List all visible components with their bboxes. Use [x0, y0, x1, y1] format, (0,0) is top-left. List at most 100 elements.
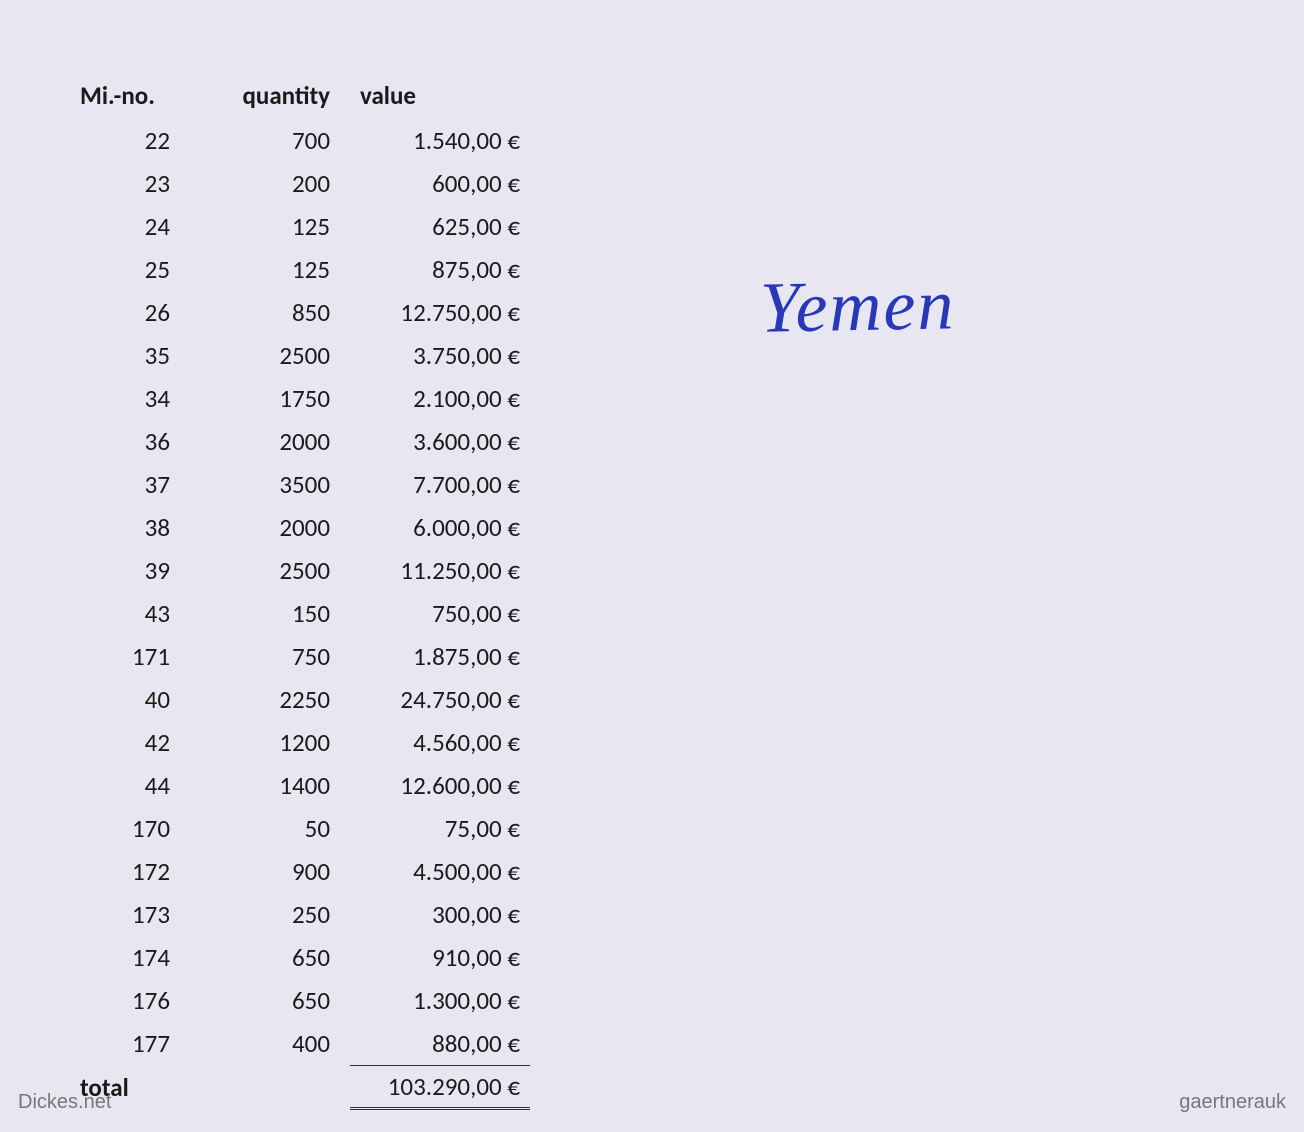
cell-quantity: 50: [230, 807, 350, 850]
table-row: 3417502.100,00 €: [80, 377, 530, 420]
cell-quantity: 650: [230, 979, 350, 1022]
cell-quantity: 2000: [230, 506, 350, 549]
cell-value: 2.100,00 €: [350, 377, 530, 420]
cell-quantity: 3500: [230, 463, 350, 506]
table-header-row: Mi.-no. quantity value: [80, 80, 530, 119]
table-row: 173250300,00 €: [80, 893, 530, 936]
header-mi: Mi.-no.: [80, 80, 230, 119]
cell-value: 910,00 €: [350, 936, 530, 979]
watermark-right: gaertnerauk: [1179, 1091, 1286, 1114]
cell-value: 875,00 €: [350, 248, 530, 291]
table-row: 227001.540,00 €: [80, 119, 530, 162]
table-row: 3735007.700,00 €: [80, 463, 530, 506]
document-page: Mi.-no. quantity value 227001.540,00 €23…: [0, 0, 1304, 1110]
cell-quantity: 1200: [230, 721, 350, 764]
cell-value: 11.250,00 €: [350, 549, 530, 592]
cell-value: 75,00 €: [350, 807, 530, 850]
table-row: 2685012.750,00 €: [80, 291, 530, 334]
table-row: 1729004.500,00 €: [80, 850, 530, 893]
cell-mi: 24: [80, 205, 230, 248]
cell-mi: 38: [80, 506, 230, 549]
table-row: 1766501.300,00 €: [80, 979, 530, 1022]
cell-quantity: 250: [230, 893, 350, 936]
cell-quantity: 150: [230, 592, 350, 635]
cell-mi: 44: [80, 764, 230, 807]
cell-mi: 36: [80, 420, 230, 463]
table-row: 1717501.875,00 €: [80, 635, 530, 678]
cell-value: 750,00 €: [350, 592, 530, 635]
total-value: 103.290,00 €: [350, 1066, 530, 1109]
watermark-left: Dickes.net: [18, 1091, 111, 1114]
cell-quantity: 2000: [230, 420, 350, 463]
table-row: 3525003.750,00 €: [80, 334, 530, 377]
cell-quantity: 650: [230, 936, 350, 979]
total-empty: [230, 1066, 350, 1109]
cell-quantity: 125: [230, 248, 350, 291]
cell-value: 3.600,00 €: [350, 420, 530, 463]
cell-value: 7.700,00 €: [350, 463, 530, 506]
table-row: 23200600,00 €: [80, 162, 530, 205]
cell-value: 24.750,00 €: [350, 678, 530, 721]
table-row: 4212004.560,00 €: [80, 721, 530, 764]
table-row: 3620003.600,00 €: [80, 420, 530, 463]
cell-value: 12.600,00 €: [350, 764, 530, 807]
table-row: 3820006.000,00 €: [80, 506, 530, 549]
cell-quantity: 900: [230, 850, 350, 893]
cell-value: 600,00 €: [350, 162, 530, 205]
cell-mi: 173: [80, 893, 230, 936]
table-row: 24125625,00 €: [80, 205, 530, 248]
cell-mi: 35: [80, 334, 230, 377]
cell-mi: 172: [80, 850, 230, 893]
table-row: 44140012.600,00 €: [80, 764, 530, 807]
cell-value: 4.500,00 €: [350, 850, 530, 893]
cell-mi: 37: [80, 463, 230, 506]
cell-value: 3.750,00 €: [350, 334, 530, 377]
cell-mi: 174: [80, 936, 230, 979]
cell-quantity: 750: [230, 635, 350, 678]
cell-mi: 26: [80, 291, 230, 334]
cell-value: 1.875,00 €: [350, 635, 530, 678]
header-value: value: [350, 80, 530, 119]
cell-value: 300,00 €: [350, 893, 530, 936]
cell-value: 1.540,00 €: [350, 119, 530, 162]
table-row: 174650910,00 €: [80, 936, 530, 979]
cell-quantity: 2250: [230, 678, 350, 721]
cell-value: 625,00 €: [350, 205, 530, 248]
cell-mi: 176: [80, 979, 230, 1022]
cell-mi: 40: [80, 678, 230, 721]
cell-mi: 170: [80, 807, 230, 850]
cell-value: 1.300,00 €: [350, 979, 530, 1022]
cell-quantity: 200: [230, 162, 350, 205]
cell-quantity: 400: [230, 1022, 350, 1066]
cell-mi: 43: [80, 592, 230, 635]
cell-mi: 39: [80, 549, 230, 592]
table-row: 43150750,00 €: [80, 592, 530, 635]
cell-mi: 23: [80, 162, 230, 205]
table-row: 25125875,00 €: [80, 248, 530, 291]
cell-quantity: 2500: [230, 549, 350, 592]
cell-quantity: 125: [230, 205, 350, 248]
cell-quantity: 700: [230, 119, 350, 162]
total-row: total 103.290,00 €: [80, 1066, 530, 1109]
cell-value: 4.560,00 €: [350, 721, 530, 764]
cell-mi: 25: [80, 248, 230, 291]
cell-mi: 42: [80, 721, 230, 764]
table-row: 177400880,00 €: [80, 1022, 530, 1066]
cell-mi: 177: [80, 1022, 230, 1066]
cell-value: 12.750,00 €: [350, 291, 530, 334]
table-row: 39250011.250,00 €: [80, 549, 530, 592]
data-table: Mi.-no. quantity value 227001.540,00 €23…: [80, 80, 530, 1110]
table-row: 1705075,00 €: [80, 807, 530, 850]
header-quantity: quantity: [230, 80, 350, 119]
cell-mi: 22: [80, 119, 230, 162]
handwritten-note: Yemen: [759, 263, 956, 349]
cell-quantity: 850: [230, 291, 350, 334]
cell-mi: 34: [80, 377, 230, 420]
cell-value: 6.000,00 €: [350, 506, 530, 549]
cell-mi: 171: [80, 635, 230, 678]
table-row: 40225024.750,00 €: [80, 678, 530, 721]
cell-value: 880,00 €: [350, 1022, 530, 1066]
cell-quantity: 1750: [230, 377, 350, 420]
cell-quantity: 1400: [230, 764, 350, 807]
cell-quantity: 2500: [230, 334, 350, 377]
